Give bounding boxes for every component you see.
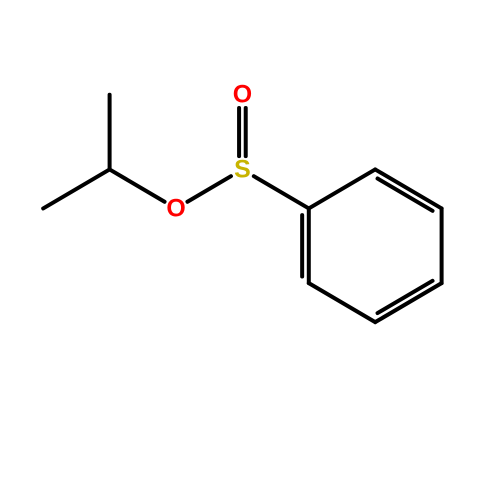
bond xyxy=(254,176,309,208)
bond xyxy=(309,169,375,208)
bond xyxy=(43,169,109,208)
bond xyxy=(309,283,375,322)
atom-label-O1: O xyxy=(166,194,185,222)
bond xyxy=(187,176,230,202)
bond xyxy=(375,169,441,208)
atom-label-O2: O xyxy=(233,81,252,109)
bond xyxy=(375,283,441,322)
bond xyxy=(378,281,433,313)
bond xyxy=(110,169,165,201)
molecule-diagram: O S O xyxy=(0,0,500,500)
atom-label-S: S xyxy=(234,155,251,183)
bond xyxy=(378,179,433,211)
